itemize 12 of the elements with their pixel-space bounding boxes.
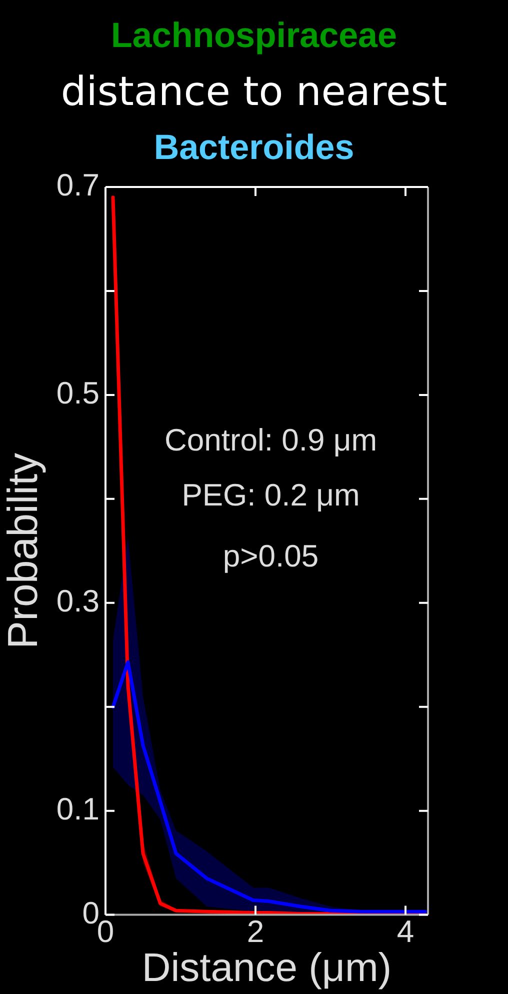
annotation: Control: 0.9 μm [164,422,378,458]
y-tick-label: 0.3 [56,583,100,618]
y-tick-label: 0.5 [56,375,100,410]
annotation: p>0.05 [222,538,319,574]
y-tick-label: 0.7 [56,168,100,203]
x-axis-title: Distance (μm) [142,946,392,990]
chart-title: Lachnospiraceae distance to nearest Bacteroides [60,15,448,167]
x-tick-label: 2 [246,914,264,949]
annotation: PEG: 0.2 μm [182,478,360,513]
x-tick-label: 4 [396,914,414,949]
y-axis-title: Probability [0,452,46,649]
y-tick-label: 0.1 [56,791,100,826]
